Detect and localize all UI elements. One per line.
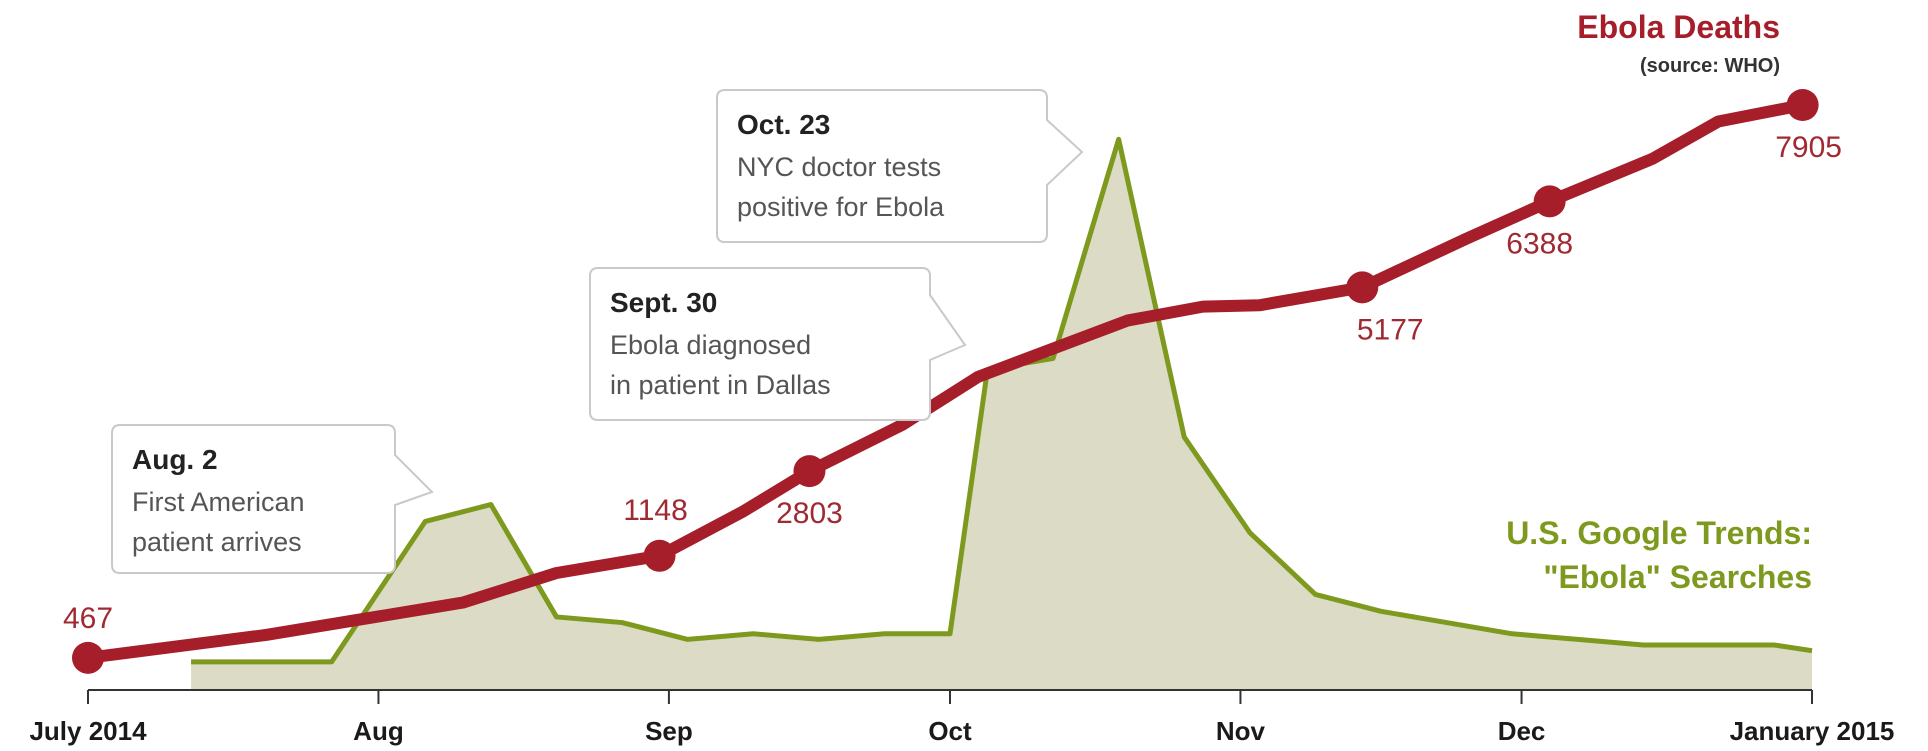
deaths-point xyxy=(72,641,104,674)
x-tick-label: Sep xyxy=(645,716,693,746)
annotation-text: in patient in Dallas xyxy=(610,370,831,400)
deaths-data-label: 467 xyxy=(63,602,113,635)
annotation-text: Ebola diagnosed xyxy=(610,330,811,360)
deaths-series-layer: 467 1148 2803 5177 6388 7905 xyxy=(63,89,1842,674)
x-tick-label: Nov xyxy=(1216,716,1266,746)
annotation-box xyxy=(716,89,1084,243)
x-tick-label: Dec xyxy=(1498,716,1546,746)
x-tick-label: Aug xyxy=(353,716,404,746)
annotations-layer: Aug. 2 First American patient arrives Sept.… xyxy=(111,89,1084,574)
deaths-line xyxy=(82,99,1809,664)
deaths-data-label: 7905 xyxy=(1775,131,1842,164)
deaths-point xyxy=(643,539,676,572)
trends-area xyxy=(191,139,1813,691)
annotation-box xyxy=(111,424,434,574)
annotation-text: NYC doctor tests xyxy=(737,152,941,182)
annotation-box xyxy=(589,267,967,421)
x-tick-label: Oct xyxy=(928,716,972,746)
annotation-date: Sept. 30 xyxy=(610,287,717,318)
annotation-callout: Oct. 23 NYC doctor tests positive for Ebol… xyxy=(716,89,1084,243)
annotation-date: Aug. 2 xyxy=(132,444,218,475)
deaths-source-note: (source: WHO) xyxy=(1640,55,1780,77)
x-tick-label: January 2015 xyxy=(1730,716,1895,746)
deaths-point xyxy=(1346,271,1379,304)
x-tick-label: July 2014 xyxy=(29,716,147,746)
deaths-point xyxy=(1786,89,1819,121)
deaths-data-label: 6388 xyxy=(1506,227,1573,260)
deaths-data-label: 2803 xyxy=(776,497,843,530)
deaths-series-title: Ebola Deaths xyxy=(1577,9,1780,45)
deaths-point xyxy=(793,455,826,488)
annotation-callout: Aug. 2 First American patient arrives xyxy=(111,424,434,574)
trends-series-layer xyxy=(191,136,1813,691)
annotation-text: First American xyxy=(132,487,305,517)
x-axis: July 2014 Aug Sep Oct Nov Dec January 2015 xyxy=(29,689,1895,746)
deaths-data-label: 1148 xyxy=(623,494,688,527)
trends-line xyxy=(191,136,1813,665)
annotation-text: positive for Ebola xyxy=(737,192,945,222)
annotation-text: patient arrives xyxy=(132,527,302,557)
annotation-date: Oct. 23 xyxy=(737,109,830,140)
deaths-data-label: 5177 xyxy=(1357,313,1424,346)
trends-series-title-line1: U.S. Google Trends: xyxy=(1506,515,1812,551)
deaths-point xyxy=(1533,185,1566,218)
annotation-callout: Sept. 30 Ebola diagnosed in patient in Dal… xyxy=(589,267,967,421)
trends-series-title-line2: "Ebola" Searches xyxy=(1543,559,1812,595)
